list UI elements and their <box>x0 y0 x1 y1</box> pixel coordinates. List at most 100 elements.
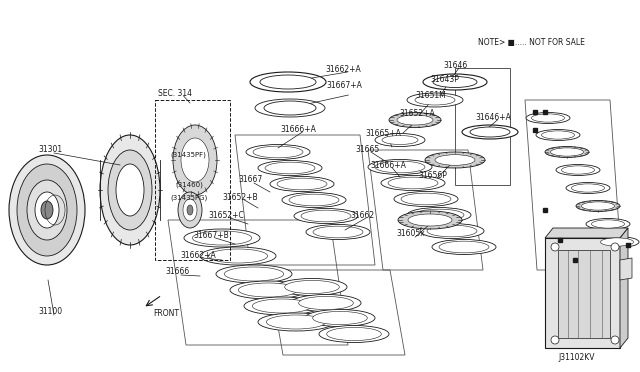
Ellipse shape <box>305 310 375 327</box>
Ellipse shape <box>420 224 484 238</box>
Text: 31652+B: 31652+B <box>222 192 258 202</box>
Ellipse shape <box>246 144 310 160</box>
Ellipse shape <box>260 75 316 89</box>
Text: 31100: 31100 <box>38 308 62 317</box>
Text: 31665+A: 31665+A <box>365 128 401 138</box>
Ellipse shape <box>183 199 197 221</box>
Ellipse shape <box>427 225 477 237</box>
Ellipse shape <box>27 180 67 240</box>
Ellipse shape <box>435 155 475 165</box>
Ellipse shape <box>244 297 320 315</box>
Ellipse shape <box>313 226 363 238</box>
Ellipse shape <box>178 192 202 228</box>
Polygon shape <box>620 258 632 280</box>
Text: NOTE> ■..... NOT FOR SALE: NOTE> ■..... NOT FOR SALE <box>478 38 585 46</box>
Text: (31435PG): (31435PG) <box>170 195 207 201</box>
Ellipse shape <box>433 77 477 87</box>
Ellipse shape <box>230 281 306 299</box>
Ellipse shape <box>531 114 564 122</box>
Ellipse shape <box>591 220 625 228</box>
Ellipse shape <box>289 194 339 206</box>
Ellipse shape <box>291 295 361 311</box>
Ellipse shape <box>277 279 347 295</box>
Ellipse shape <box>566 183 610 193</box>
Ellipse shape <box>258 313 334 331</box>
Ellipse shape <box>381 176 445 190</box>
Ellipse shape <box>401 193 451 205</box>
Ellipse shape <box>17 164 77 256</box>
Ellipse shape <box>265 162 315 174</box>
Ellipse shape <box>35 192 59 228</box>
Ellipse shape <box>255 99 325 117</box>
Ellipse shape <box>611 243 619 251</box>
Ellipse shape <box>432 240 496 254</box>
Text: 31652+C: 31652+C <box>208 211 244 219</box>
Ellipse shape <box>299 296 353 310</box>
Ellipse shape <box>173 125 217 195</box>
Ellipse shape <box>294 208 358 224</box>
Text: 31666+A: 31666+A <box>370 160 406 170</box>
Ellipse shape <box>375 134 425 147</box>
Text: 31646: 31646 <box>443 61 467 70</box>
Text: 31605x: 31605x <box>396 230 425 238</box>
Ellipse shape <box>193 231 252 245</box>
Polygon shape <box>620 228 628 348</box>
Ellipse shape <box>397 115 433 125</box>
Ellipse shape <box>576 201 620 212</box>
Ellipse shape <box>216 265 292 283</box>
Text: 31662+A: 31662+A <box>180 250 216 260</box>
Ellipse shape <box>277 178 327 190</box>
Ellipse shape <box>611 336 619 344</box>
Text: FRONT: FRONT <box>153 308 179 317</box>
Ellipse shape <box>551 243 559 251</box>
Ellipse shape <box>368 160 432 174</box>
Ellipse shape <box>319 326 389 343</box>
Text: 31667+B: 31667+B <box>193 231 228 240</box>
Ellipse shape <box>270 176 334 192</box>
Ellipse shape <box>184 229 260 247</box>
Text: 31662: 31662 <box>350 211 374 219</box>
Ellipse shape <box>108 150 152 230</box>
Ellipse shape <box>375 161 425 173</box>
Ellipse shape <box>209 249 268 263</box>
Ellipse shape <box>536 129 580 141</box>
Text: 31665: 31665 <box>355 144 380 154</box>
Ellipse shape <box>586 218 630 230</box>
Text: 31656P: 31656P <box>418 170 447 180</box>
Ellipse shape <box>572 184 605 192</box>
Ellipse shape <box>225 267 284 281</box>
Text: SEC. 314: SEC. 314 <box>158 89 192 97</box>
Ellipse shape <box>600 238 634 246</box>
Ellipse shape <box>408 214 452 226</box>
Ellipse shape <box>550 148 584 156</box>
Ellipse shape <box>285 280 339 294</box>
Text: J31102KV: J31102KV <box>558 353 595 362</box>
Text: 31666: 31666 <box>165 267 189 276</box>
Ellipse shape <box>41 201 53 219</box>
Ellipse shape <box>326 327 381 341</box>
Ellipse shape <box>181 138 209 182</box>
Ellipse shape <box>526 112 570 124</box>
Text: 31643P: 31643P <box>430 74 459 83</box>
Text: (31435PF): (31435PF) <box>170 152 206 158</box>
Ellipse shape <box>415 95 455 105</box>
Ellipse shape <box>582 202 614 210</box>
Polygon shape <box>545 238 620 348</box>
Text: 31667+A: 31667+A <box>326 80 362 90</box>
Ellipse shape <box>264 101 316 115</box>
Text: (31460): (31460) <box>175 182 203 188</box>
Text: 31646+A: 31646+A <box>475 112 511 122</box>
Ellipse shape <box>9 155 85 265</box>
Ellipse shape <box>388 177 438 189</box>
Ellipse shape <box>595 237 639 247</box>
Ellipse shape <box>301 210 351 222</box>
Polygon shape <box>558 250 610 338</box>
Text: 31651M: 31651M <box>415 90 445 99</box>
Ellipse shape <box>398 211 462 229</box>
Ellipse shape <box>541 131 575 139</box>
Ellipse shape <box>545 147 589 157</box>
Polygon shape <box>545 228 628 238</box>
Ellipse shape <box>407 93 463 107</box>
Ellipse shape <box>250 72 326 92</box>
Ellipse shape <box>282 192 346 208</box>
